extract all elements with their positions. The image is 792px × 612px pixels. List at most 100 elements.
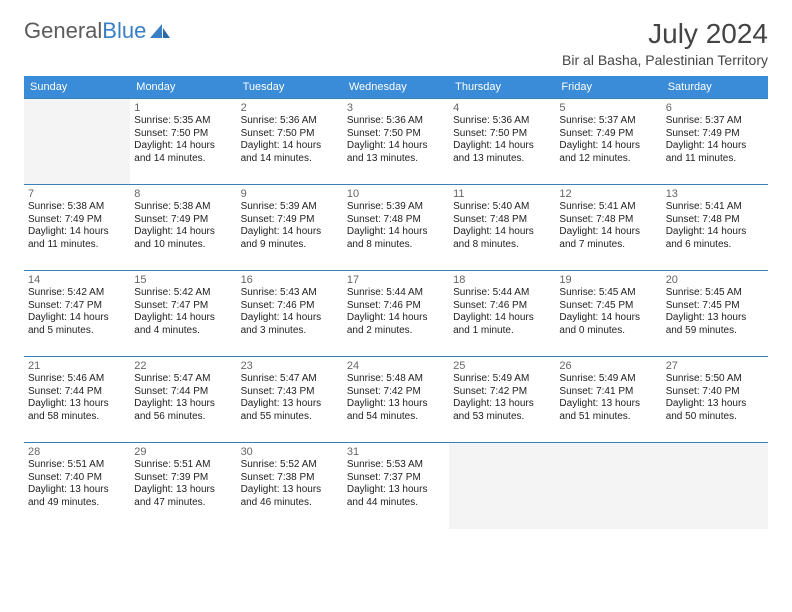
sunrise-line: Sunrise: 5:48 AM <box>347 373 445 386</box>
week-row: 7Sunrise: 5:38 AMSunset: 7:49 PMDaylight… <box>24 185 768 271</box>
day-cell: 13Sunrise: 5:41 AMSunset: 7:48 PMDayligh… <box>662 185 768 271</box>
daylight-line: and 11 minutes. <box>666 153 764 166</box>
sunset-line: Sunset: 7:48 PM <box>559 214 657 227</box>
sunset-line: Sunset: 7:41 PM <box>559 386 657 399</box>
sunrise-line: Sunrise: 5:35 AM <box>134 115 232 128</box>
daylight-line: and 8 minutes. <box>347 239 445 252</box>
sunset-line: Sunset: 7:44 PM <box>28 386 126 399</box>
sunset-line: Sunset: 7:46 PM <box>453 300 551 313</box>
day-cell: 20Sunrise: 5:45 AMSunset: 7:45 PMDayligh… <box>662 271 768 357</box>
daylight-line: Daylight: 13 hours <box>347 484 445 497</box>
sunset-line: Sunset: 7:50 PM <box>134 128 232 141</box>
daylight-line: and 14 minutes. <box>134 153 232 166</box>
sunrise-line: Sunrise: 5:47 AM <box>134 373 232 386</box>
day-number: 22 <box>134 360 232 372</box>
day-cell <box>555 443 661 529</box>
sunset-line: Sunset: 7:44 PM <box>134 386 232 399</box>
sunrise-line: Sunrise: 5:51 AM <box>28 459 126 472</box>
brand-name-2: Blue <box>102 18 146 44</box>
daylight-line: and 4 minutes. <box>134 325 232 338</box>
day-number: 31 <box>347 446 445 458</box>
daylight-line: and 53 minutes. <box>453 411 551 424</box>
week-row: 14Sunrise: 5:42 AMSunset: 7:47 PMDayligh… <box>24 271 768 357</box>
day-cell: 23Sunrise: 5:47 AMSunset: 7:43 PMDayligh… <box>237 357 343 443</box>
sunset-line: Sunset: 7:48 PM <box>347 214 445 227</box>
daylight-line: Daylight: 14 hours <box>241 312 339 325</box>
day-cell: 12Sunrise: 5:41 AMSunset: 7:48 PMDayligh… <box>555 185 661 271</box>
day-number: 25 <box>453 360 551 372</box>
daylight-line: and 47 minutes. <box>134 497 232 510</box>
sunset-line: Sunset: 7:39 PM <box>134 472 232 485</box>
daylight-line: Daylight: 14 hours <box>134 140 232 153</box>
daylight-line: Daylight: 14 hours <box>559 312 657 325</box>
daylight-line: Daylight: 13 hours <box>453 398 551 411</box>
daylight-line: Daylight: 13 hours <box>666 398 764 411</box>
daylight-line: and 0 minutes. <box>559 325 657 338</box>
brand-logo: GeneralBlue <box>24 18 171 44</box>
sunset-line: Sunset: 7:48 PM <box>453 214 551 227</box>
sunrise-line: Sunrise: 5:52 AM <box>241 459 339 472</box>
sunrise-line: Sunrise: 5:41 AM <box>666 201 764 214</box>
daylight-line: and 46 minutes. <box>241 497 339 510</box>
day-cell: 30Sunrise: 5:52 AMSunset: 7:38 PMDayligh… <box>237 443 343 529</box>
daylight-line: and 49 minutes. <box>28 497 126 510</box>
sunset-line: Sunset: 7:50 PM <box>241 128 339 141</box>
day-number: 21 <box>28 360 126 372</box>
daylight-line: Daylight: 14 hours <box>559 140 657 153</box>
month-title: July 2024 <box>562 18 768 50</box>
daylight-line: and 6 minutes. <box>666 239 764 252</box>
daylight-line: and 2 minutes. <box>347 325 445 338</box>
daylight-line: Daylight: 13 hours <box>134 484 232 497</box>
daylight-line: Daylight: 14 hours <box>453 140 551 153</box>
daylight-line: and 13 minutes. <box>453 153 551 166</box>
day-number: 4 <box>453 102 551 114</box>
sunset-line: Sunset: 7:43 PM <box>241 386 339 399</box>
daylight-line: and 58 minutes. <box>28 411 126 424</box>
daylight-line: and 51 minutes. <box>559 411 657 424</box>
sunset-line: Sunset: 7:47 PM <box>28 300 126 313</box>
sunset-line: Sunset: 7:45 PM <box>666 300 764 313</box>
daylight-line: Daylight: 14 hours <box>28 312 126 325</box>
dow-thursday: Thursday <box>449 76 555 99</box>
daylight-line: and 54 minutes. <box>347 411 445 424</box>
header: GeneralBlue July 2024 Bir al Basha, Pale… <box>24 18 768 68</box>
sunset-line: Sunset: 7:47 PM <box>134 300 232 313</box>
sunrise-line: Sunrise: 5:37 AM <box>559 115 657 128</box>
day-number: 11 <box>453 188 551 200</box>
daylight-line: Daylight: 13 hours <box>666 312 764 325</box>
sunset-line: Sunset: 7:40 PM <box>28 472 126 485</box>
sunset-line: Sunset: 7:46 PM <box>347 300 445 313</box>
day-cell: 16Sunrise: 5:43 AMSunset: 7:46 PMDayligh… <box>237 271 343 357</box>
day-cell: 25Sunrise: 5:49 AMSunset: 7:42 PMDayligh… <box>449 357 555 443</box>
location-label: Bir al Basha, Palestinian Territory <box>562 52 768 68</box>
day-number: 13 <box>666 188 764 200</box>
sunrise-line: Sunrise: 5:37 AM <box>666 115 764 128</box>
sunset-line: Sunset: 7:37 PM <box>347 472 445 485</box>
daylight-line: and 13 minutes. <box>347 153 445 166</box>
sunrise-line: Sunrise: 5:49 AM <box>559 373 657 386</box>
daylight-line: and 10 minutes. <box>134 239 232 252</box>
day-cell: 27Sunrise: 5:50 AMSunset: 7:40 PMDayligh… <box>662 357 768 443</box>
day-number: 30 <box>241 446 339 458</box>
day-cell: 7Sunrise: 5:38 AMSunset: 7:49 PMDaylight… <box>24 185 130 271</box>
daylight-line: and 55 minutes. <box>241 411 339 424</box>
day-cell: 24Sunrise: 5:48 AMSunset: 7:42 PMDayligh… <box>343 357 449 443</box>
daylight-line: and 1 minute. <box>453 325 551 338</box>
sunrise-line: Sunrise: 5:36 AM <box>453 115 551 128</box>
day-cell: 28Sunrise: 5:51 AMSunset: 7:40 PMDayligh… <box>24 443 130 529</box>
day-number: 6 <box>666 102 764 114</box>
daylight-line: and 5 minutes. <box>28 325 126 338</box>
dow-sunday: Sunday <box>24 76 130 99</box>
sunrise-line: Sunrise: 5:45 AM <box>559 287 657 300</box>
calendar-page: GeneralBlue July 2024 Bir al Basha, Pale… <box>0 0 792 539</box>
day-number: 8 <box>134 188 232 200</box>
day-number: 27 <box>666 360 764 372</box>
daylight-line: Daylight: 14 hours <box>666 140 764 153</box>
sunrise-line: Sunrise: 5:38 AM <box>134 201 232 214</box>
daylight-line: Daylight: 14 hours <box>241 140 339 153</box>
day-cell: 22Sunrise: 5:47 AMSunset: 7:44 PMDayligh… <box>130 357 236 443</box>
day-number: 17 <box>347 274 445 286</box>
daylight-line: and 50 minutes. <box>666 411 764 424</box>
day-cell: 6Sunrise: 5:37 AMSunset: 7:49 PMDaylight… <box>662 99 768 185</box>
day-number: 29 <box>134 446 232 458</box>
